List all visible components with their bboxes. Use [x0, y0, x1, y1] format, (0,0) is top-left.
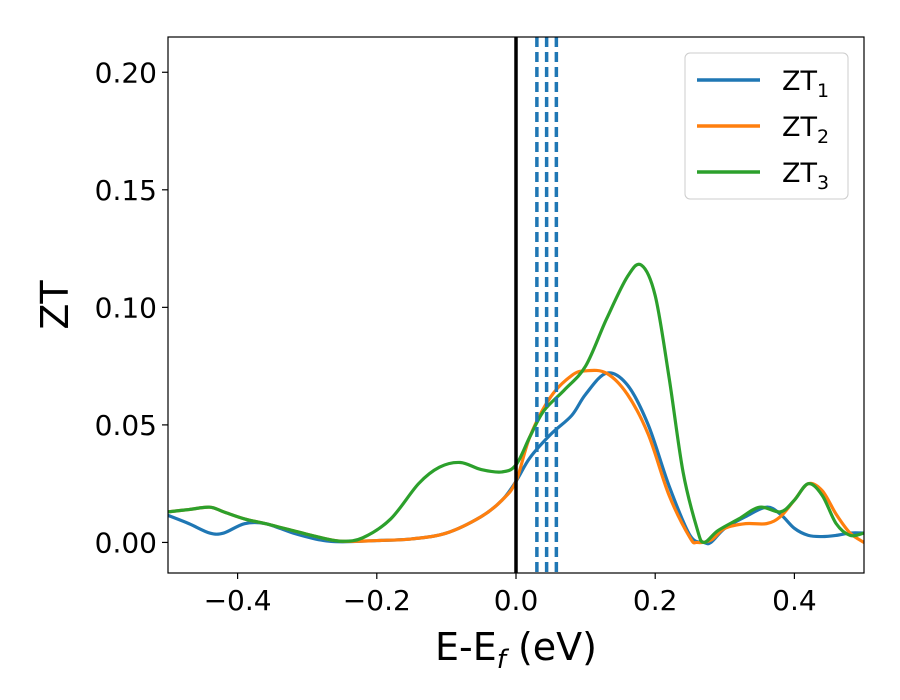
series-layer [168, 262, 864, 546]
legend-label-main: ZT [782, 158, 817, 189]
legend-label-zt3: ZT3 [782, 158, 829, 194]
x-axis-title-unit: (eV) [506, 625, 597, 669]
x-tick-label: 0.2 [633, 584, 678, 617]
x-axis-title: E-Ef (eV) [435, 625, 597, 675]
legend-label-subscript: 3 [817, 172, 829, 194]
legend-box [684, 52, 849, 200]
x-tick-label: −0.4 [204, 584, 272, 617]
legend-label-zt1: ZT1 [782, 66, 829, 102]
y-axis-ticks: 0.00 0.05 0.10 0.15 0.20 [95, 56, 168, 559]
legend-label-zt2: ZT2 [782, 112, 829, 148]
x-tick-label: 0.4 [772, 584, 817, 617]
x-tick-label: −0.2 [343, 584, 411, 617]
y-tick-label: 0.10 [95, 291, 157, 324]
y-tick-label: 0.20 [95, 56, 157, 89]
legend-label-main: ZT [782, 112, 817, 143]
legend-label-subscript: 2 [817, 126, 829, 148]
x-axis-ticks: −0.4 −0.2 0.0 0.2 0.4 [204, 573, 817, 617]
x-axis-title-main: E-E [435, 625, 497, 669]
legend-label-main: ZT [782, 66, 817, 97]
x-tick-label: 0.0 [494, 584, 539, 617]
series-line-zt3 [168, 262, 864, 545]
vline-layer [514, 37, 559, 573]
y-axis-title: ZT [33, 280, 77, 330]
y-tick-label: 0.00 [95, 526, 157, 559]
legend-label-subscript: 1 [817, 80, 829, 102]
y-tick-label: 0.15 [95, 174, 157, 207]
y-tick-label: 0.05 [95, 409, 157, 442]
